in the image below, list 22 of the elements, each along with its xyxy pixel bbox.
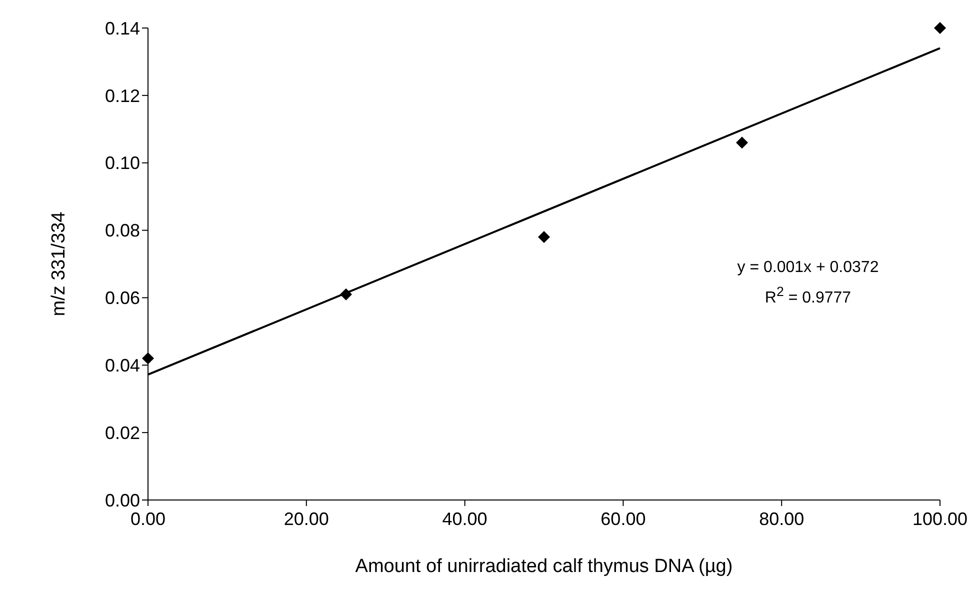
y-tick-label: 0.00 [104, 490, 140, 510]
point [736, 136, 748, 149]
x-tick-label: 80.00 [759, 508, 804, 529]
x-tick-label: 40.00 [442, 508, 488, 529]
point [142, 352, 154, 364]
y-tick-label: 0.14 [104, 18, 140, 38]
y-tick-label: 0.10 [104, 153, 140, 174]
y-tick-label: 0.12 [104, 86, 140, 106]
x-axis-title: Amount of unirradiated calf thymus DNA (µg) [355, 556, 733, 577]
annotation: R$^{2}$ = 0.9777 [764, 283, 852, 308]
x-tick-label: 60.00 [600, 508, 646, 529]
point [934, 22, 946, 34]
x-tick-label: 20.00 [284, 508, 329, 529]
x-tick-label: 0.00 [130, 508, 166, 529]
x-tick-label: 100.00 [912, 508, 968, 529]
y-tick-label: 0.08 [104, 220, 140, 241]
y-tick-label: 0.02 [104, 422, 140, 443]
y-tick-label: 0.04 [104, 356, 140, 376]
y-tick-label: 0.06 [104, 288, 140, 308]
point [538, 231, 550, 244]
y-axis-title: m/z 331/334 [48, 211, 70, 316]
annotation: y = 0.001x + 0.0372 [736, 258, 880, 278]
